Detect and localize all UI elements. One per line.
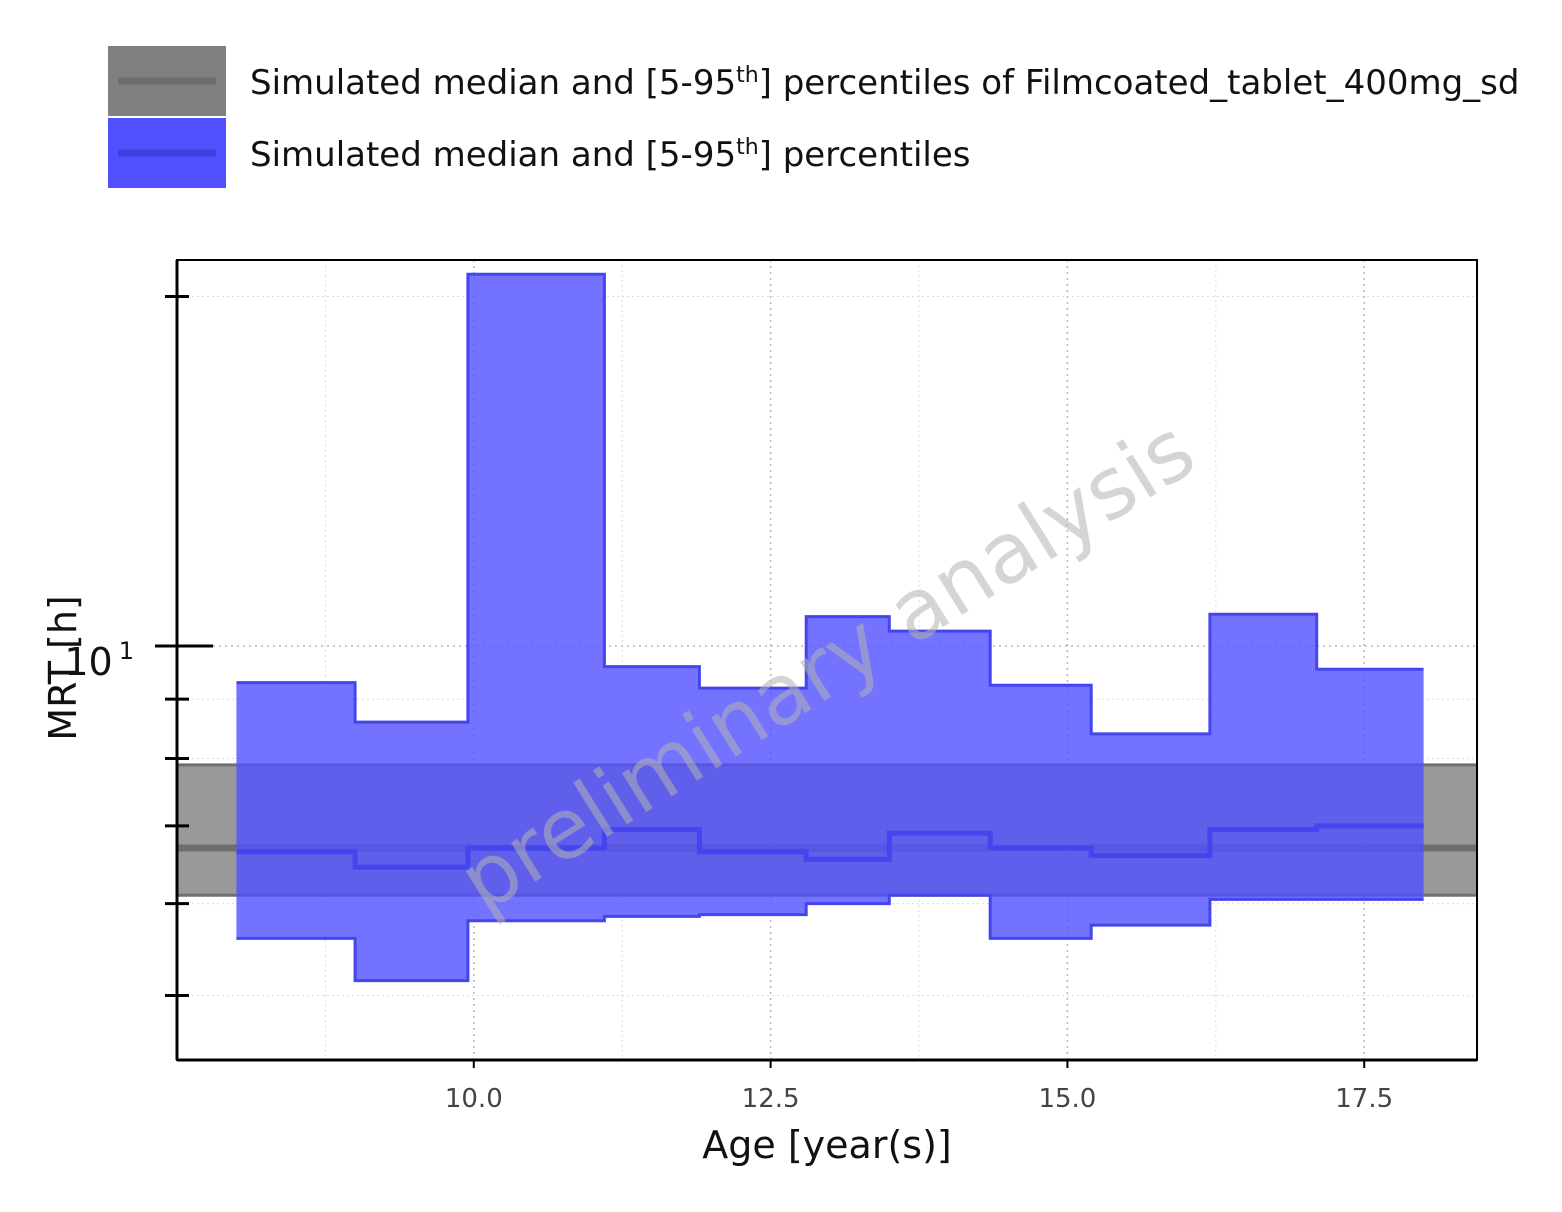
x-tick-label: 15.0 <box>1038 1084 1096 1114</box>
x-tick-label: 17.5 <box>1335 1084 1393 1114</box>
simulated-band-area <box>236 274 1424 981</box>
y-axis-ticks <box>155 294 213 998</box>
legend: Simulated median and [5-95th] percentile… <box>108 46 1519 188</box>
legend-label-reference: Simulated median and [5-95th] percentile… <box>250 63 1519 103</box>
simulated-median-line <box>236 823 1424 870</box>
x-axis-ticks: 10.0 12.5 15.0 17.5 <box>445 1060 1393 1114</box>
y-tick-label-10: 10 1 <box>64 637 134 684</box>
simulated-lower-line <box>236 893 1424 983</box>
x-axis-title: Age [year(s)] <box>702 1123 951 1167</box>
y-tick-exponent: 1 <box>119 637 134 665</box>
legend-superscript: th <box>736 63 759 88</box>
legend-superscript: th <box>736 135 759 160</box>
x-tick-label: 12.5 <box>742 1084 800 1114</box>
legend-item-simulated: Simulated median and [5-95th] percentile… <box>108 118 970 188</box>
simulated-upper-line <box>236 272 1424 736</box>
x-tick-label: 10.0 <box>445 1084 503 1114</box>
y-axis-title: MRT [h] <box>41 595 85 740</box>
simulated-band <box>236 272 1424 983</box>
legend-label-simulated: Simulated median and [5-95th] percentile… <box>250 135 970 175</box>
legend-item-reference: Simulated median and [5-95th] percentile… <box>108 46 1519 116</box>
